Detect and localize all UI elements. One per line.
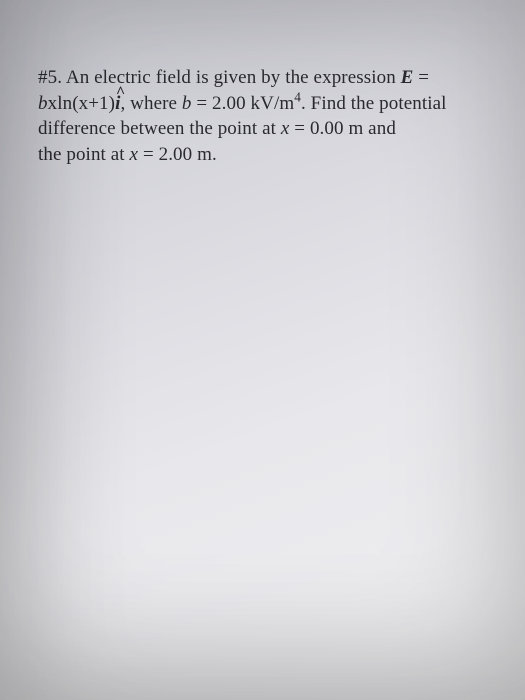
var-b2: b bbox=[182, 93, 192, 114]
x2-value: = 2.00 m. bbox=[138, 144, 217, 165]
page: #5. An electric field is given by the ex… bbox=[0, 0, 525, 700]
var-E: E bbox=[401, 67, 414, 88]
line2-tail: . Find the potential bbox=[301, 93, 447, 114]
b-value: = 2.00 kV/m bbox=[192, 93, 295, 114]
exp-4: 4 bbox=[294, 89, 301, 104]
problem-number: #5. bbox=[38, 67, 62, 88]
line4-pre: the point at bbox=[38, 144, 130, 165]
expr-rest: xln(x+1) bbox=[48, 93, 115, 114]
problem-text: #5. An electric field is given by the ex… bbox=[38, 65, 487, 168]
unit-vector-i-hat: i bbox=[115, 91, 120, 117]
line3-pre: difference between the point at bbox=[38, 118, 281, 139]
x1-value: = 0.00 m and bbox=[289, 118, 395, 139]
var-x2: x bbox=[130, 144, 139, 165]
var-b: b bbox=[38, 93, 48, 114]
where: , where bbox=[120, 93, 181, 114]
eq1: = bbox=[413, 67, 429, 88]
